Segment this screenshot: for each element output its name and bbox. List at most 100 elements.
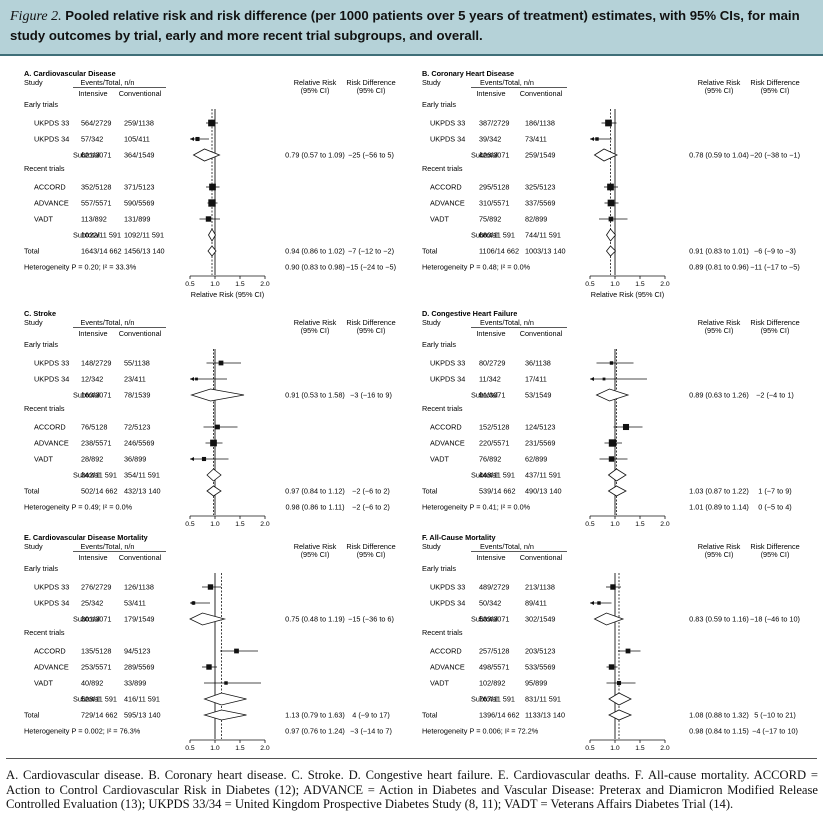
conventional-events: 337/5569	[525, 199, 555, 208]
rd-header: Risk Difference	[346, 542, 395, 551]
trial-name: ACCORD	[430, 183, 462, 192]
pooled-estimate-diamond	[607, 485, 627, 497]
trial-name: VADT	[430, 679, 449, 688]
conventional-header: Conventional	[119, 553, 162, 562]
rr-header: Relative Risk	[294, 78, 337, 87]
ci-arrow	[190, 457, 194, 461]
pooled-estimate-diamond	[595, 388, 630, 402]
rd-header: Risk Difference	[750, 542, 799, 551]
intensive-events: 557/5571	[81, 199, 111, 208]
trial-name: VADT	[34, 679, 53, 688]
point-estimate-marker	[208, 199, 216, 207]
conventional-events: 72/5123	[124, 423, 150, 432]
point-estimate-marker	[602, 377, 606, 381]
intensive-events: 387/2729	[479, 119, 509, 128]
rd-value: −2 (−6 to 2)	[352, 503, 390, 512]
rr-value: 0.94 (0.86 to 1.02)	[285, 247, 345, 256]
intensive-header: Intensive	[78, 553, 107, 562]
point-estimate-marker	[622, 423, 630, 431]
point-estimate-marker	[207, 584, 214, 590]
heterogeneity-label: Heterogeneity P = 0.49; I² = 0.0%	[24, 503, 133, 512]
intensive-events: 238/5571	[81, 439, 111, 448]
point-estimate-marker	[605, 119, 612, 127]
x-tick-label: 2.0	[660, 745, 670, 752]
conventional-events: 78/1539	[124, 391, 150, 400]
point-estimate-marker	[215, 424, 220, 430]
rd-header: Risk Difference	[346, 318, 395, 327]
rd-value: −2 (−6 to 2)	[352, 487, 390, 496]
rd-header: Risk Difference	[346, 78, 395, 87]
intensive-events: 40/892	[81, 679, 103, 688]
conventional-events: 124/5123	[525, 423, 555, 432]
rr-value: 0.83 (0.59 to 1.16)	[689, 615, 749, 624]
conventional-events: 89/411	[525, 599, 547, 608]
conventional-events: 55/1138	[124, 359, 150, 368]
point-estimate-marker	[597, 601, 601, 605]
rr-value: 1.13 (0.79 to 1.63)	[285, 711, 345, 720]
conventional-events: 36/1138	[525, 359, 551, 368]
conventional-header: Conventional	[119, 89, 162, 98]
trial-name: UKPDS 34	[34, 375, 69, 384]
x-tick-label: 1.5	[635, 745, 645, 752]
trial-name: ADVANCE	[34, 663, 69, 672]
early-trials-label: Early trials	[24, 100, 58, 109]
conventional-events: 95/899	[525, 679, 547, 688]
intensive-events: 1396/14 662	[479, 711, 520, 720]
pooled-estimate-diamond	[189, 612, 227, 626]
intensive-events: 160/3071	[81, 391, 111, 400]
rr-value: 0.78 (0.59 to 1.04)	[689, 151, 749, 160]
rr-value: 0.98 (0.86 to 1.11)	[285, 503, 344, 512]
conventional-events: 289/5569	[124, 663, 154, 672]
rr-value: 0.97 (0.84 to 1.12)	[285, 487, 345, 496]
intensive-events: 76/5128	[81, 423, 107, 432]
conventional-events: 1092/11 591	[124, 231, 164, 240]
intensive-events: 621/3071	[81, 151, 111, 160]
ci-arrow	[590, 377, 594, 381]
trial-name: ACCORD	[430, 647, 462, 656]
study-column-header: Study	[24, 78, 43, 87]
conventional-events: 590/5569	[124, 199, 154, 208]
trial-name: ADVANCE	[430, 439, 465, 448]
conventional-events: 23/411	[124, 375, 146, 384]
point-estimate-marker	[625, 648, 631, 654]
subtotal-label: Subtotal	[73, 695, 100, 704]
subtotal-label: Subtotal	[471, 615, 498, 624]
rr-header-ci: (95% CI)	[301, 86, 330, 95]
rd-value: −2 (−4 to 1)	[756, 391, 794, 400]
intensive-events: 39/342	[479, 135, 501, 144]
intensive-events: 502/14 662	[81, 487, 118, 496]
intensive-events: 148/2729	[81, 359, 111, 368]
conventional-events: 744/11 591	[525, 231, 561, 240]
rd-value: −11 (−17 to −5)	[750, 263, 800, 272]
conventional-header: Conventional	[520, 553, 563, 562]
panel-title: E. Cardiovascular Disease Mortality	[24, 533, 149, 542]
trial-name: UKPDS 33	[430, 359, 465, 368]
early-trials-label: Early trials	[24, 340, 58, 349]
conventional-events: 131/899	[124, 215, 150, 224]
x-tick-label: 1.0	[610, 745, 620, 752]
intensive-events: 91/3071	[479, 391, 505, 400]
pooled-estimate-diamond	[192, 148, 221, 162]
conventional-events: 53/411	[124, 599, 146, 608]
rr-value: 0.90 (0.83 to 0.98)	[285, 263, 345, 272]
rd-value: 4 (−9 to 17)	[352, 711, 390, 720]
conventional-events: 437/11 591	[525, 471, 561, 480]
rd-header-ci: (95% CI)	[761, 550, 790, 559]
conventional-events: 73/411	[525, 135, 547, 144]
trial-name: UKPDS 33	[430, 583, 465, 592]
intensive-events: 1022/11 591	[81, 231, 121, 240]
rr-value: 0.91 (0.53 to 1.58)	[285, 391, 345, 400]
total-label: Total	[24, 711, 40, 720]
trial-name: UKPDS 34	[430, 135, 465, 144]
intensive-events: 767/11 591	[479, 695, 515, 704]
ci-arrow	[590, 137, 594, 141]
conventional-events: 533/5569	[525, 663, 555, 672]
total-label: Total	[422, 487, 438, 496]
rr-header: Relative Risk	[294, 542, 337, 551]
x-tick-label: 2.0	[260, 745, 270, 752]
footnote-divider	[6, 758, 817, 759]
intensive-events: 1643/14 662	[81, 247, 122, 256]
intensive-events: 57/342	[81, 135, 103, 144]
intensive-events: 11/342	[479, 375, 501, 384]
